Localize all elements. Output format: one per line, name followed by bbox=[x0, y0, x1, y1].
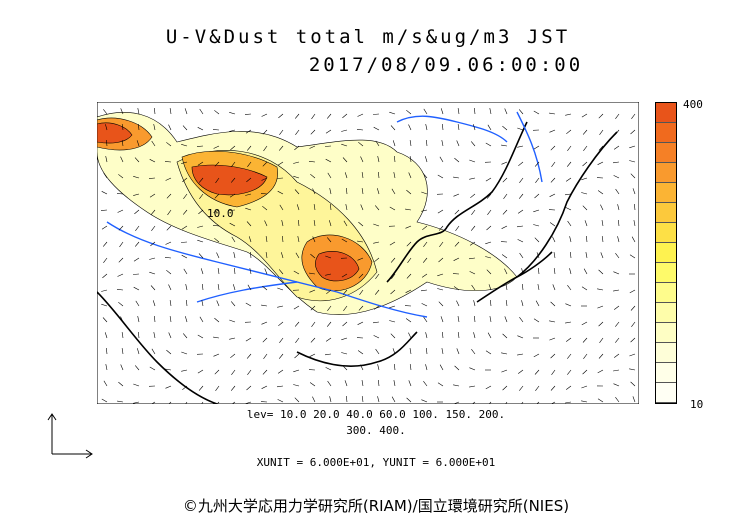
contour-label: 10.0 bbox=[207, 207, 234, 220]
rivers bbox=[106, 111, 543, 318]
coastlines bbox=[97, 121, 618, 404]
colorbar-segment bbox=[656, 323, 676, 343]
levels-line-1: lev= 10.0 20.0 40.0 60.0 100. 150. 200. bbox=[246, 408, 506, 421]
units-line: XUNIT = 6.000E+01, YUNIT = 6.000E+01 bbox=[256, 456, 496, 469]
colorbar-segment bbox=[656, 243, 676, 263]
colorbar-segment bbox=[656, 183, 676, 203]
colorbar-segment bbox=[656, 143, 676, 163]
colorbar-segment bbox=[656, 123, 676, 143]
colorbar-segment bbox=[656, 363, 676, 383]
colorbar-segment bbox=[656, 163, 676, 183]
colorbar-segment bbox=[656, 263, 676, 283]
colorbar-segment bbox=[656, 203, 676, 223]
colorbar-segment bbox=[656, 283, 676, 303]
colorbar-segment bbox=[656, 303, 676, 323]
reference-vector bbox=[47, 413, 93, 459]
dust-map: 10.0 bbox=[97, 102, 639, 404]
wind-vectors bbox=[100, 107, 636, 404]
colorbar bbox=[655, 102, 677, 404]
colorbar-segment bbox=[656, 103, 676, 123]
levels-line-2: 300. 400. bbox=[346, 424, 406, 437]
copyright-text: ©九州大学応用力学研究所(RIAM)/国立環境研究所(NIES) bbox=[182, 497, 570, 515]
colorbar-segment bbox=[656, 343, 676, 363]
colorbar-segment bbox=[656, 223, 676, 243]
map-title: U-V&Dust total m/s&ug/m3 JST bbox=[165, 26, 571, 48]
colorbar-min-label: 10 bbox=[690, 398, 704, 411]
colorbar-max-label: 400 bbox=[683, 98, 703, 111]
map-timestamp: 2017/08/09.06:00:00 bbox=[308, 54, 584, 76]
colorbar-segment bbox=[656, 383, 676, 403]
